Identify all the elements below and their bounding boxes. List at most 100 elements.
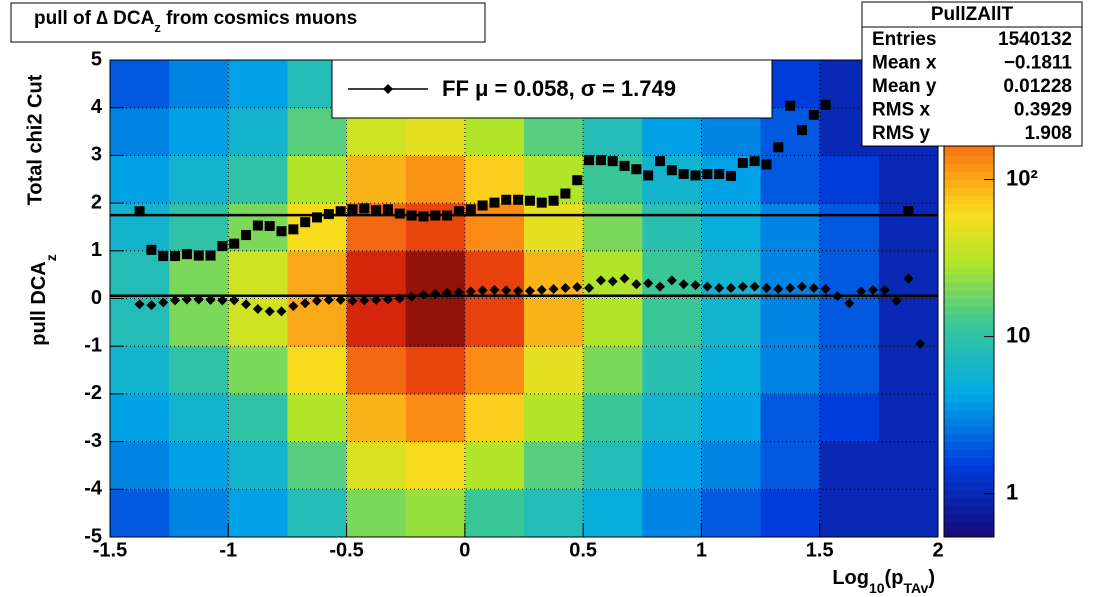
sigma-point bbox=[903, 206, 914, 217]
heat-cell bbox=[287, 346, 348, 395]
mean-point bbox=[773, 283, 784, 294]
stats-frame bbox=[861, 1, 1083, 147]
mean-point bbox=[560, 283, 571, 294]
mean-point bbox=[241, 299, 252, 310]
colorbar-step bbox=[944, 226, 994, 236]
stats-label: Mean x bbox=[872, 53, 937, 74]
x-tick-label: -1.5 bbox=[93, 539, 127, 561]
mean-point bbox=[678, 279, 689, 290]
heat-cell bbox=[878, 441, 939, 490]
colorbar-step bbox=[944, 393, 994, 403]
colorbar-step bbox=[944, 441, 994, 451]
mean-point bbox=[181, 294, 192, 305]
colorbar-step bbox=[944, 234, 994, 244]
colorbar-step bbox=[944, 179, 994, 188]
mean-point bbox=[524, 285, 535, 296]
stats-title: PullZAllT bbox=[931, 4, 1014, 25]
colorbar-step bbox=[944, 242, 994, 252]
heat-cell bbox=[110, 441, 170, 490]
stats-label: Mean y bbox=[872, 76, 937, 97]
sigma-point bbox=[572, 175, 583, 186]
colorbar-step bbox=[944, 282, 994, 292]
heat-cell bbox=[464, 441, 525, 490]
sigma-point bbox=[796, 125, 807, 136]
sigma-point bbox=[394, 208, 405, 219]
sigma-point bbox=[406, 210, 417, 221]
heat-cell bbox=[583, 489, 643, 538]
mean-point bbox=[430, 288, 441, 299]
mean-point bbox=[371, 294, 382, 305]
colorbar-step bbox=[944, 266, 994, 276]
heat-cell bbox=[405, 155, 466, 204]
heat-cell bbox=[346, 346, 407, 395]
mean-point bbox=[619, 273, 630, 284]
heat-cell bbox=[583, 393, 643, 443]
mean-point bbox=[915, 338, 926, 349]
heat-cell bbox=[346, 393, 407, 443]
title-box bbox=[10, 2, 486, 43]
y-tick-label: -4 bbox=[84, 478, 103, 500]
sigma-point bbox=[170, 251, 181, 262]
sigma-point bbox=[323, 209, 334, 220]
colorbar-step bbox=[944, 187, 994, 196]
mean-point bbox=[406, 291, 417, 302]
sigma-point bbox=[217, 241, 228, 252]
colorbar-step bbox=[944, 274, 994, 284]
heat-cell bbox=[583, 441, 643, 490]
heat-cell bbox=[228, 346, 288, 395]
heat-cell bbox=[878, 155, 939, 204]
heat-cell bbox=[287, 250, 348, 299]
heat-cell bbox=[701, 441, 762, 490]
sigma-point bbox=[631, 164, 642, 175]
heat-cell bbox=[878, 489, 939, 538]
colorbar-step bbox=[944, 314, 994, 323]
heat-cell bbox=[642, 298, 702, 347]
stats-value: −0.1811 bbox=[1004, 53, 1073, 74]
heat-cell bbox=[760, 441, 821, 490]
heat-cell bbox=[583, 203, 643, 252]
heat-cell bbox=[524, 346, 584, 395]
colorbar-tick-label: 1 bbox=[1006, 480, 1018, 505]
mean-point bbox=[643, 278, 654, 289]
colorbar-step bbox=[944, 489, 994, 498]
sigma-point bbox=[820, 99, 831, 110]
sigma-point bbox=[714, 169, 725, 180]
x-tick-label: 2 bbox=[932, 539, 943, 561]
heat-cell bbox=[110, 489, 170, 538]
heat-cell bbox=[464, 393, 525, 443]
heat-cell bbox=[110, 393, 170, 443]
mean-point bbox=[205, 294, 216, 305]
mean-point bbox=[595, 275, 606, 286]
sigma-point bbox=[666, 165, 677, 176]
colorbar-step bbox=[944, 521, 994, 530]
sigma-point bbox=[761, 159, 772, 170]
heat-cell bbox=[760, 298, 821, 347]
colorbar-step bbox=[944, 203, 994, 212]
mean-point bbox=[288, 301, 299, 312]
heat-cell bbox=[642, 250, 702, 299]
x-tick-label: 1 bbox=[696, 539, 707, 561]
heat-cell bbox=[760, 393, 821, 443]
heat-cell bbox=[110, 155, 170, 204]
colorbar-step bbox=[944, 473, 994, 482]
mean-point bbox=[548, 283, 559, 294]
y-axis-label: pull DCAz bbox=[28, 254, 58, 345]
heat-cell bbox=[701, 489, 762, 538]
mean-point bbox=[607, 276, 618, 287]
heat-cell bbox=[169, 107, 229, 156]
mean-point bbox=[690, 280, 701, 291]
heat-cell bbox=[524, 203, 584, 252]
heat-cell bbox=[464, 298, 525, 347]
heat-cell bbox=[405, 441, 466, 490]
sigma-point bbox=[229, 238, 240, 249]
mean-point bbox=[264, 306, 275, 317]
heat-cell bbox=[110, 60, 170, 109]
sigma-point bbox=[158, 251, 169, 262]
mean-point bbox=[382, 294, 393, 305]
mean-point bbox=[796, 281, 807, 292]
colorbar-step bbox=[944, 529, 994, 538]
mean-point bbox=[867, 284, 878, 295]
y-tick-label: -3 bbox=[84, 430, 102, 452]
heat-cell bbox=[642, 203, 702, 252]
heat-cell bbox=[346, 250, 407, 299]
